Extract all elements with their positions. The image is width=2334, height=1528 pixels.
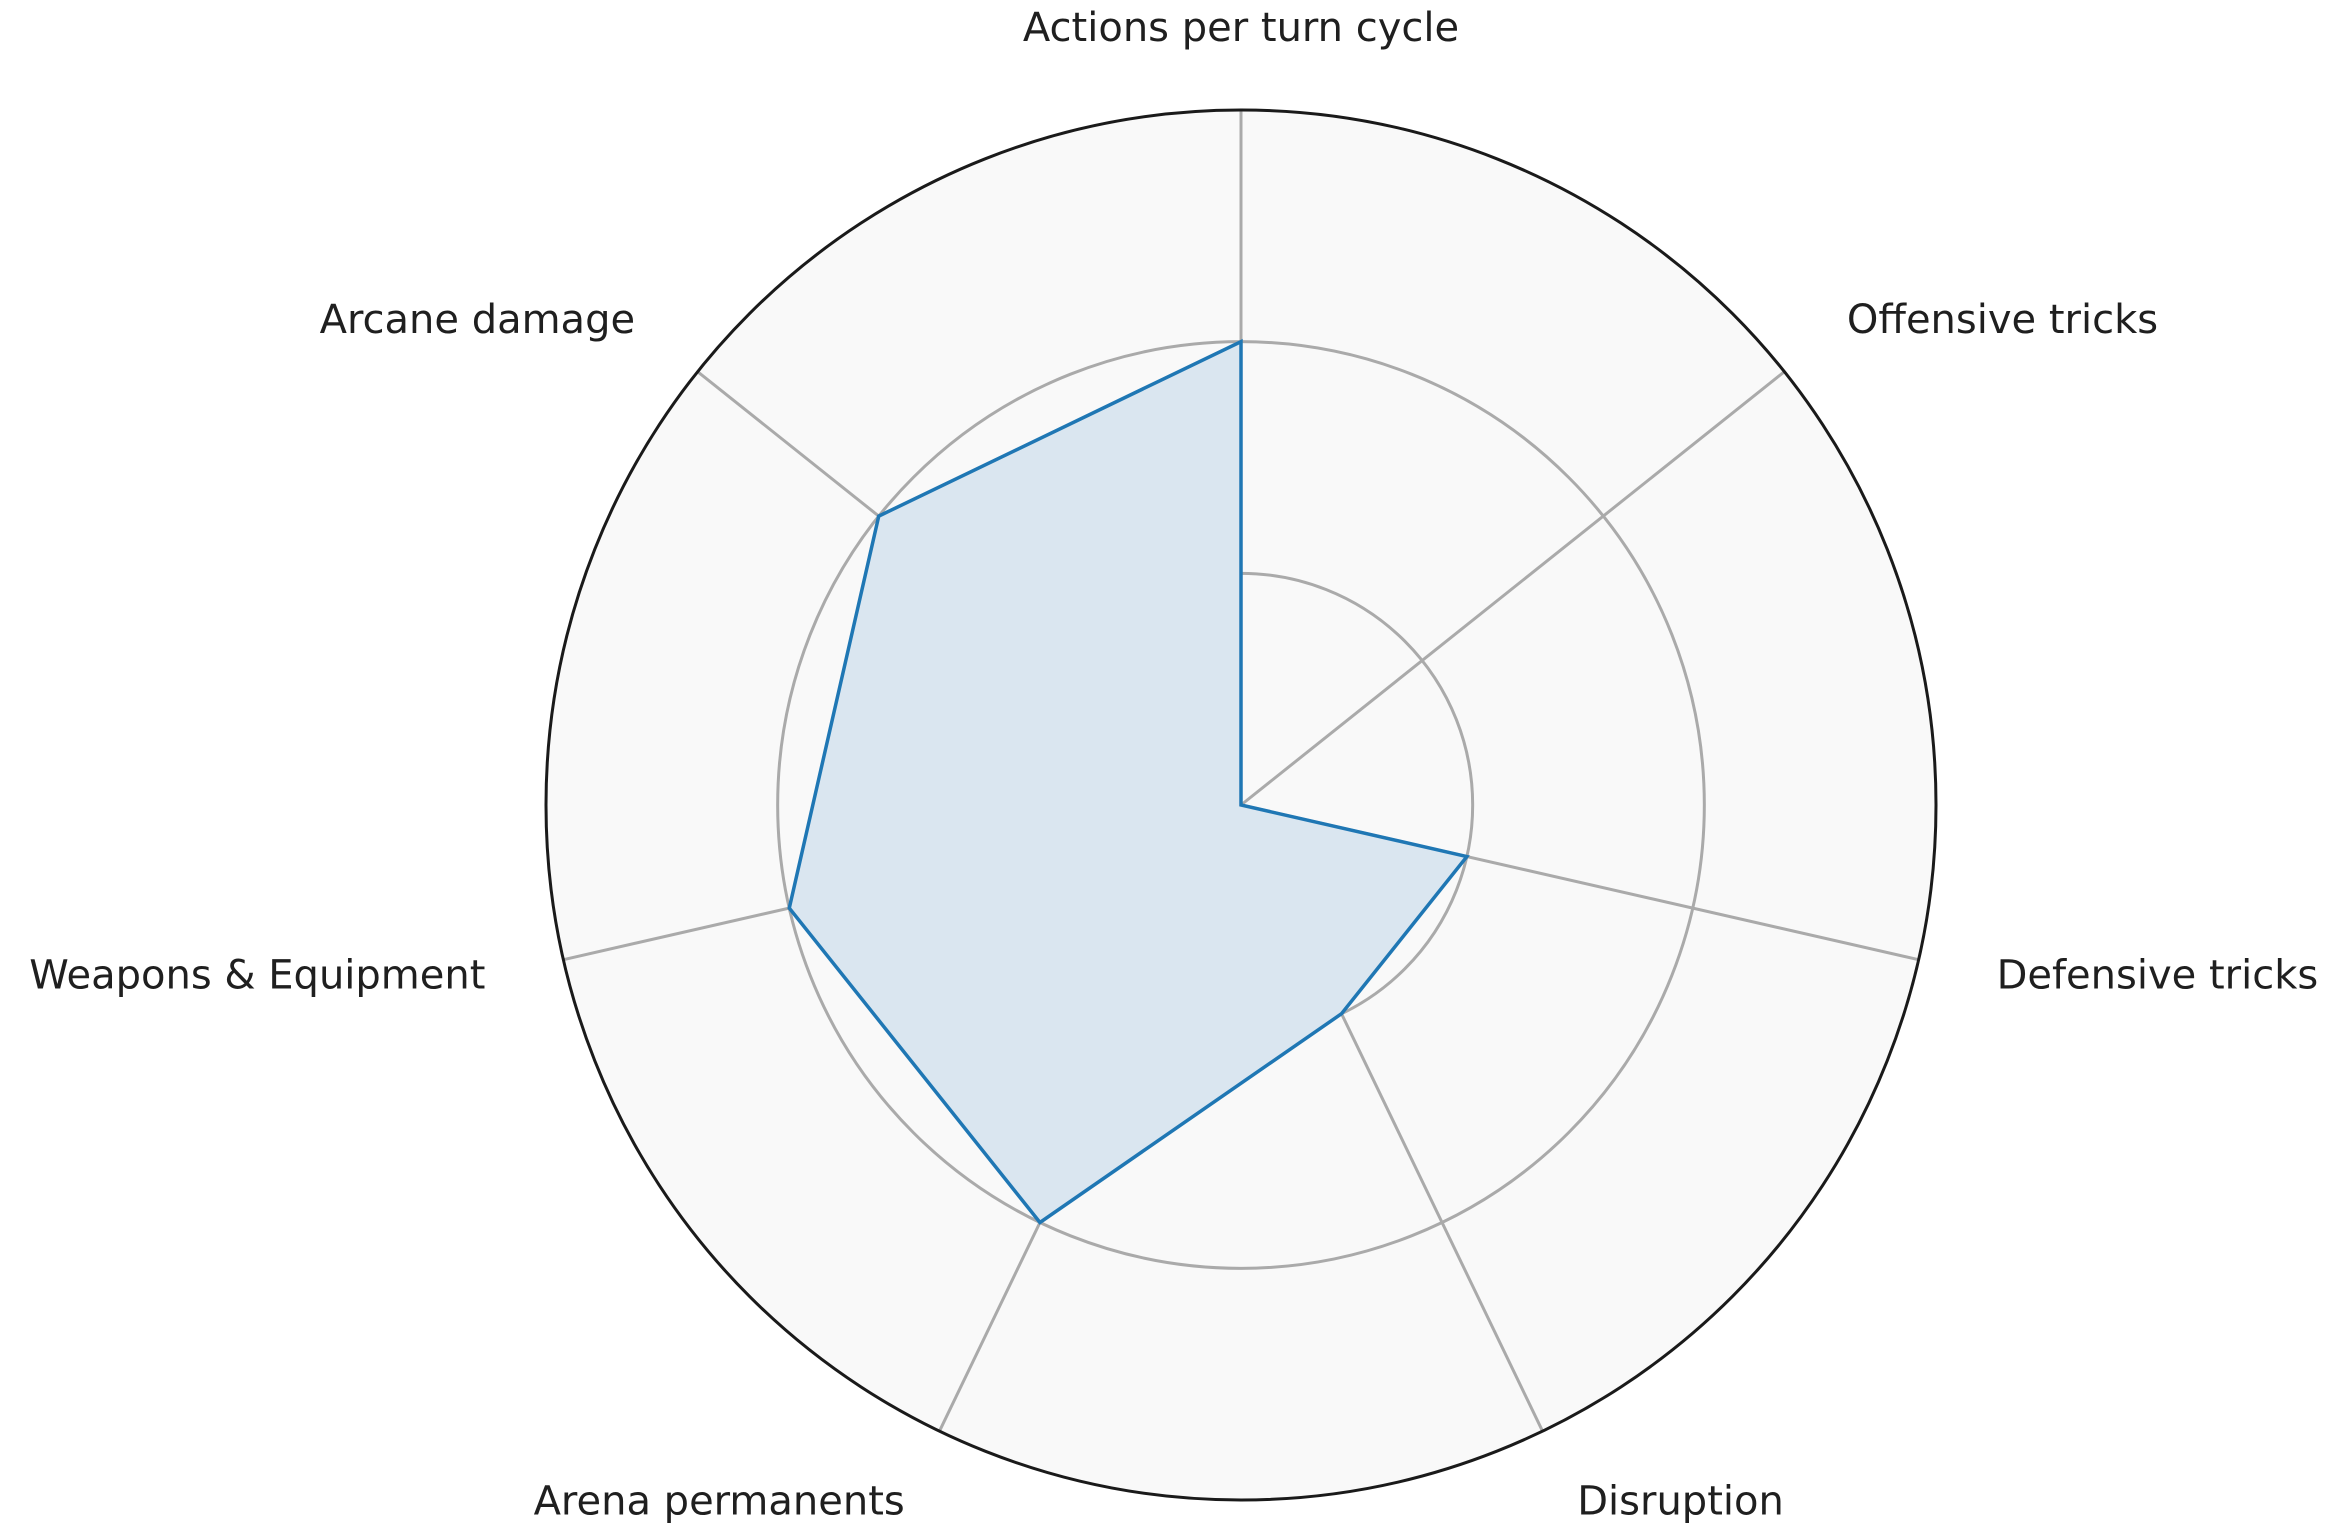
axis-labels: Actions per turn cycle Offensive tricks De…: [29, 5, 2318, 1524]
spoke-2: [1240, 370, 1786, 807]
series-line-1: [787, 338, 1470, 1225]
axis-label-7: Arcane damage: [320, 297, 636, 343]
axis-label-1: Actions per turn cycle: [1023, 5, 1459, 51]
axis-label-6: Weapons & Equipment: [29, 952, 485, 998]
axis-label-2: Offensive tricks: [1847, 297, 2158, 343]
series-layer: [787, 338, 1470, 1225]
axis-label-4: Disruption: [1577, 1478, 1784, 1524]
outer-frame: [544, 108, 1938, 1502]
axis-label-3: Defensive tricks: [1997, 952, 2319, 998]
outer-ring: [544, 108, 1938, 1502]
series-fill-1: [789, 341, 1467, 1223]
axis-label-5: Arena permanents: [534, 1478, 905, 1524]
